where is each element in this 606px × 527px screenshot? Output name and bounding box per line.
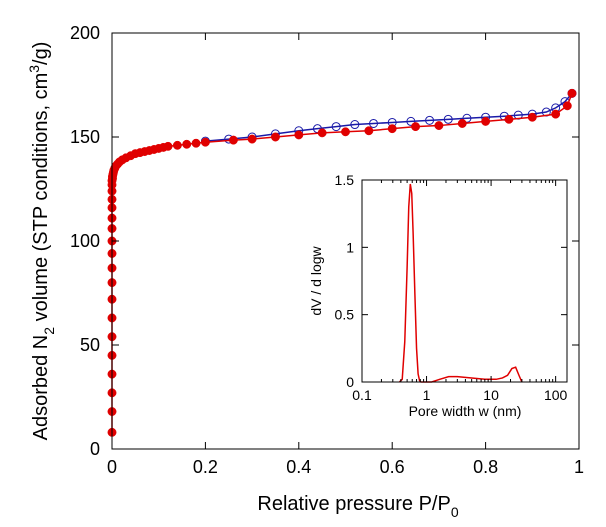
desorption-point bbox=[331, 122, 341, 132]
inset-x-tick-label: 0.1 bbox=[352, 387, 372, 403]
main-y-tick-label: 100 bbox=[70, 231, 100, 251]
adsorption-point bbox=[411, 122, 420, 132]
adsorption-point bbox=[567, 88, 577, 98]
inset-y-tick-label: 1 bbox=[346, 239, 354, 255]
main-x-axis-title: Relative pressure P/P0 bbox=[257, 493, 458, 520]
inset-x-axis-title: Pore width w (nm) bbox=[409, 403, 522, 419]
main-x-tick-label: 1 bbox=[574, 457, 584, 477]
inset-axes: 0.1 1 10 100 0 0.5 1 1.5 bbox=[335, 172, 568, 403]
main-y-axis-title-subscript: 2 bbox=[41, 327, 57, 335]
main-x-tick-label: 0.8 bbox=[473, 457, 498, 477]
desorption-point bbox=[369, 118, 379, 128]
main-x-tick-label: 0.6 bbox=[380, 457, 405, 477]
adsorption-point bbox=[182, 139, 192, 149]
inset-y-tick-label: 0.5 bbox=[335, 307, 355, 323]
adsorption-point bbox=[387, 124, 397, 134]
inset-chart: 0.1 1 10 100 0 0.5 1 1.5 Pore width w (nm) dV /… bbox=[308, 172, 568, 419]
inset-x-tick-label: 10 bbox=[483, 387, 499, 403]
adsorption-point bbox=[191, 138, 201, 148]
main-plot-marks bbox=[107, 88, 577, 437]
desorption-point bbox=[350, 120, 360, 130]
main-x-tick-label: 0.4 bbox=[286, 457, 311, 477]
adsorption-point bbox=[341, 127, 350, 137]
main-y-tick-label: 0 bbox=[90, 439, 100, 459]
adsorption-point bbox=[364, 126, 374, 136]
desorption-point bbox=[443, 114, 453, 124]
inset-x-tick-label: 1 bbox=[423, 387, 431, 403]
inset-y-tick-label: 0 bbox=[346, 374, 354, 390]
adsorption-point bbox=[504, 114, 514, 124]
adsorption-point bbox=[294, 130, 304, 140]
main-x-tick-label: 0 bbox=[107, 457, 117, 477]
pore-distribution-line bbox=[398, 183, 523, 383]
adsorption-point bbox=[317, 128, 327, 138]
adsorption-point bbox=[163, 141, 173, 151]
inset-y-axis-title: dV / d logw bbox=[308, 245, 324, 315]
adsorption-point bbox=[457, 119, 467, 128]
desorption-line bbox=[205, 92, 573, 142]
inset-plot-frame bbox=[361, 179, 568, 383]
adsorption-point bbox=[172, 140, 182, 150]
main-y-tick-label: 150 bbox=[70, 127, 100, 147]
desorption-point bbox=[462, 113, 472, 123]
adsorption-point bbox=[551, 109, 561, 119]
inset-y-tick-label: 1.5 bbox=[335, 172, 355, 188]
desorption-point bbox=[406, 116, 416, 126]
adsorption-point bbox=[271, 132, 280, 142]
adsorption-point bbox=[562, 101, 572, 111]
main-y-tick-label: 50 bbox=[80, 335, 100, 355]
main-y-axis-title-end: /g) bbox=[30, 42, 52, 65]
inset-x-tick-label: 100 bbox=[544, 387, 568, 403]
main-y-axis-title-middle: volume (STP conditions, cm bbox=[30, 73, 52, 327]
adsorption-point bbox=[481, 116, 491, 126]
adsorption-point bbox=[247, 134, 257, 144]
desorption-point bbox=[425, 115, 435, 125]
main-y-tick-label: 200 bbox=[70, 23, 100, 43]
adsorption-point bbox=[200, 137, 210, 147]
main-x-tick-label: 0.2 bbox=[193, 457, 218, 477]
adsorption-point bbox=[228, 135, 238, 145]
adsorption-point bbox=[527, 112, 537, 122]
main-y-axis-title-superscript: 3 bbox=[26, 65, 42, 73]
inset-plot-marks bbox=[398, 183, 523, 383]
main-x-axis-title-subscript: 0 bbox=[451, 504, 459, 520]
adsorption-point bbox=[434, 121, 444, 131]
main-y-axis-title: Adsorbed N2 volume (STP conditions, cm3/… bbox=[26, 42, 57, 441]
